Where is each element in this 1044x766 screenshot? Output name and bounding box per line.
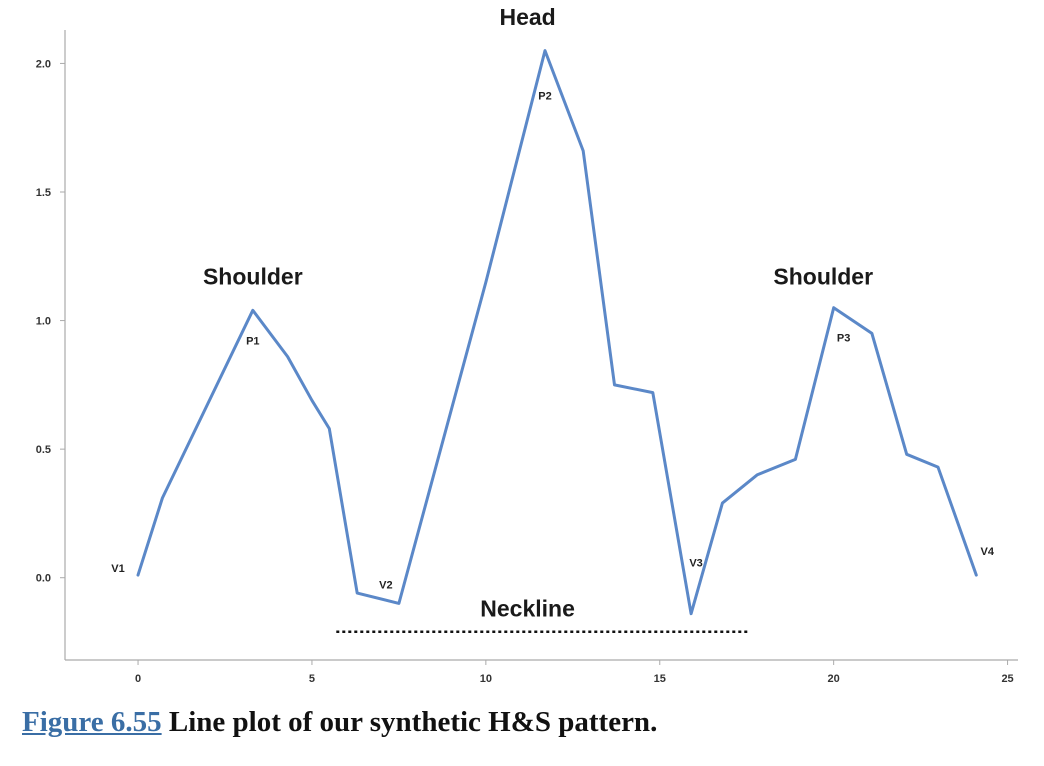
y-tick-label: 1.5 [36,187,51,199]
y-tick-label: 1.0 [36,316,51,328]
x-tick-label: 10 [480,673,492,685]
y-tick-label: 0.5 [36,444,51,456]
annotation-shoulder-2: Shoulder [773,264,873,290]
annotation-head-1: Head [499,4,555,30]
x-tick-label: 20 [828,673,840,685]
x-tick-label: 5 [309,673,315,685]
figure-caption: Figure 6.55 Line plot of our synthetic H… [22,706,657,739]
chart-ticks: 0 5 10 15 20 25 0.0 0.5 1.0 1.5 2.0 [36,58,1014,685]
chart-axes [64,30,1018,661]
point-label-p3: P3 [837,333,850,345]
figure-caption-text: Line plot of our synthetic H&S pattern. [161,706,658,738]
y-tick-label: 0.0 [36,573,51,585]
y-tick-label: 2.0 [36,58,51,70]
point-label-v3: V3 [689,558,702,570]
x-tick-label: 0 [135,673,141,685]
annotation-neckline-3: Neckline [480,595,575,621]
series-group [136,49,978,616]
figure-link[interactable]: Figure 6.55 [22,706,162,738]
x-tick-label: 25 [1001,673,1013,685]
point-label-v1: V1 [111,563,124,575]
x-tick-label: 15 [654,673,666,685]
annotation-shoulder-0: Shoulder [203,264,303,290]
point-label-v2: V2 [379,579,392,591]
point-label-p2: P2 [538,91,551,103]
series-line [136,49,978,616]
point-labels-group: V1 P1 V2 P2 V3 P3 V4 [111,91,995,592]
point-label-v4: V4 [981,546,995,558]
point-label-p1: P1 [246,335,259,347]
annotations-group: Shoulder Head Shoulder Neckline [203,4,873,621]
line-chart: 0 5 10 15 20 25 0.0 0.5 1.0 1.5 2.0 V1 P1 V2 P2 V3 P3 V4… [36,4,1018,685]
